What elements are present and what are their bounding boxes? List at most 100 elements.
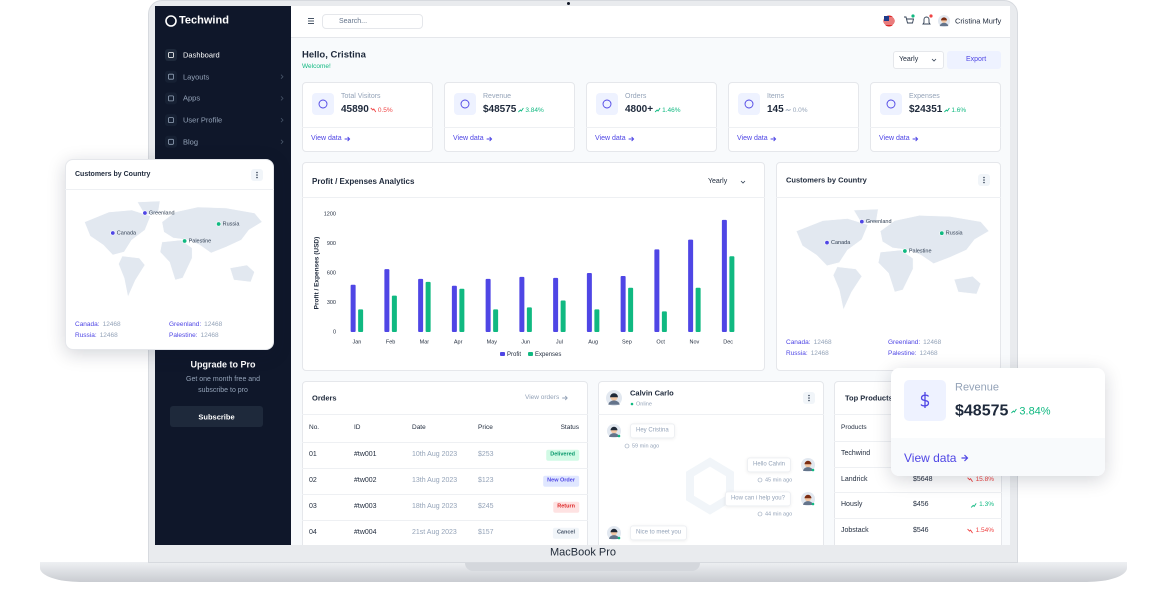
- search-placeholder[interactable]: Search...: [339, 17, 368, 25]
- order-no: 01: [309, 450, 317, 458]
- country-key: Palestine:: [888, 349, 917, 357]
- stat-label: Total Visitors: [341, 92, 381, 100]
- upgrade-title: Upgrade to Pro: [190, 359, 256, 370]
- country-value: 12468: [923, 339, 942, 347]
- export-label[interactable]: Export: [966, 55, 987, 63]
- period-label[interactable]: Yearly: [899, 55, 919, 63]
- user-name[interactable]: Cristina Murfy: [955, 16, 1002, 26]
- menu-item[interactable]: Layouts: [183, 72, 210, 82]
- stat-change: 0.5%: [377, 106, 393, 114]
- table-header: Status: [560, 424, 579, 432]
- chat-message: Nice to meet you: [630, 525, 688, 541]
- menu-item[interactable]: User Profile: [183, 115, 223, 125]
- orders-link[interactable]: View orders: [525, 394, 560, 402]
- card-divider: [302, 414, 588, 415]
- menu-item[interactable]: Apps: [183, 93, 201, 103]
- country-key: Canada:: [75, 321, 100, 329]
- order-no: 03: [309, 502, 317, 510]
- export-button[interactable]: [947, 51, 1001, 69]
- laptop-notch: [465, 562, 700, 571]
- stat-label: Expenses: [909, 92, 940, 100]
- order-price: $123: [478, 476, 494, 484]
- country-value: 12468: [200, 331, 219, 339]
- row-divider: [302, 520, 588, 521]
- chat-status: Online: [636, 401, 652, 408]
- device-label: MacBook Pro: [549, 546, 617, 559]
- stat-change: 0.0%: [792, 106, 808, 114]
- laptop-base: [40, 562, 1127, 582]
- product-change: 1.3%: [979, 501, 994, 509]
- stat-label: Revenue: [483, 92, 512, 100]
- chat-time: 45 min ago: [765, 477, 793, 484]
- stat-divider: [302, 127, 433, 128]
- search-box[interactable]: [322, 14, 423, 29]
- stat-value: 4800+: [625, 104, 654, 115]
- row-divider: [302, 468, 588, 469]
- stat-value: $24351: [909, 104, 943, 115]
- stat-link[interactable]: View data: [453, 134, 484, 142]
- country-value: 12468: [919, 349, 938, 357]
- period-select[interactable]: [893, 51, 944, 69]
- order-price: $245: [478, 502, 494, 510]
- stat-value: $48575: [483, 104, 517, 115]
- menu-item[interactable]: Dashboard: [183, 50, 220, 60]
- country-key: Russia:: [75, 331, 97, 339]
- order-id: #tw003: [354, 502, 377, 510]
- country-value: 12468: [810, 349, 829, 357]
- popup-link[interactable]: View data: [904, 450, 957, 465]
- order-date: 13th Aug 2023: [412, 476, 458, 484]
- popup-value: $48575: [955, 402, 1009, 420]
- chat-message: How can i help you?: [724, 491, 791, 507]
- chat-time: 44 min ago: [765, 511, 793, 518]
- row-divider: [302, 494, 588, 495]
- revenue-popup-footer: [891, 438, 1105, 476]
- chart-title: Profit / Expenses Analytics: [312, 177, 415, 187]
- order-no: 02: [309, 476, 317, 484]
- stat-label: Orders: [625, 92, 647, 100]
- stat-change: 1.46%: [662, 106, 681, 114]
- order-price: $253: [478, 450, 494, 458]
- card-divider: [598, 414, 824, 415]
- chat-message: Hello Calvin: [746, 457, 791, 473]
- product-change: 15.8%: [975, 475, 994, 483]
- stat-link[interactable]: View data: [737, 134, 768, 142]
- product-price: $5648: [913, 475, 933, 483]
- country-key: Russia:: [786, 349, 808, 357]
- chat-time: 59 min ago: [632, 443, 660, 450]
- table-header: ID: [354, 424, 361, 432]
- camera: [567, 2, 570, 5]
- product-name: Jobstack: [841, 526, 869, 534]
- row-divider: [302, 442, 588, 443]
- stat-value: 45890: [341, 104, 369, 115]
- country-value: 12468: [102, 321, 121, 329]
- order-id: #tw002: [354, 476, 377, 484]
- stat-link[interactable]: View data: [595, 134, 626, 142]
- menu-item[interactable]: Blog: [183, 137, 199, 147]
- chart-period[interactable]: Yearly: [708, 177, 728, 185]
- card-divider: [65, 189, 274, 190]
- table-header: Date: [412, 424, 426, 432]
- stat-link[interactable]: View data: [879, 134, 910, 142]
- stat-value: 145: [767, 104, 784, 115]
- country-key: Greenland:: [888, 339, 921, 347]
- stat-link[interactable]: View data: [311, 134, 342, 142]
- subscribe-button[interactable]: [170, 406, 263, 427]
- upgrade-text-box: Get one month free and subscribe to pro: [186, 376, 260, 394]
- order-status: Cancel: [552, 527, 579, 539]
- country-key: Palestine:: [169, 331, 198, 339]
- card-title: Customers by Country: [786, 175, 867, 185]
- order-price: $157: [478, 528, 494, 536]
- product-price: $546: [913, 526, 929, 534]
- order-status: Return: [553, 501, 579, 513]
- orders-card: [302, 381, 588, 545]
- greeting: Hello, Cristina: [302, 48, 366, 60]
- chart-divider: [302, 197, 765, 198]
- screen: Techwind Dashboard Layouts Apps User Profile…: [155, 6, 1010, 545]
- table-header: No.: [309, 424, 320, 432]
- stat-divider: [728, 127, 859, 128]
- country-value: 12468: [813, 339, 832, 347]
- order-status: New Order: [543, 475, 579, 487]
- country-value: 12468: [204, 321, 223, 329]
- subscribe-label[interactable]: Subscribe: [198, 412, 235, 421]
